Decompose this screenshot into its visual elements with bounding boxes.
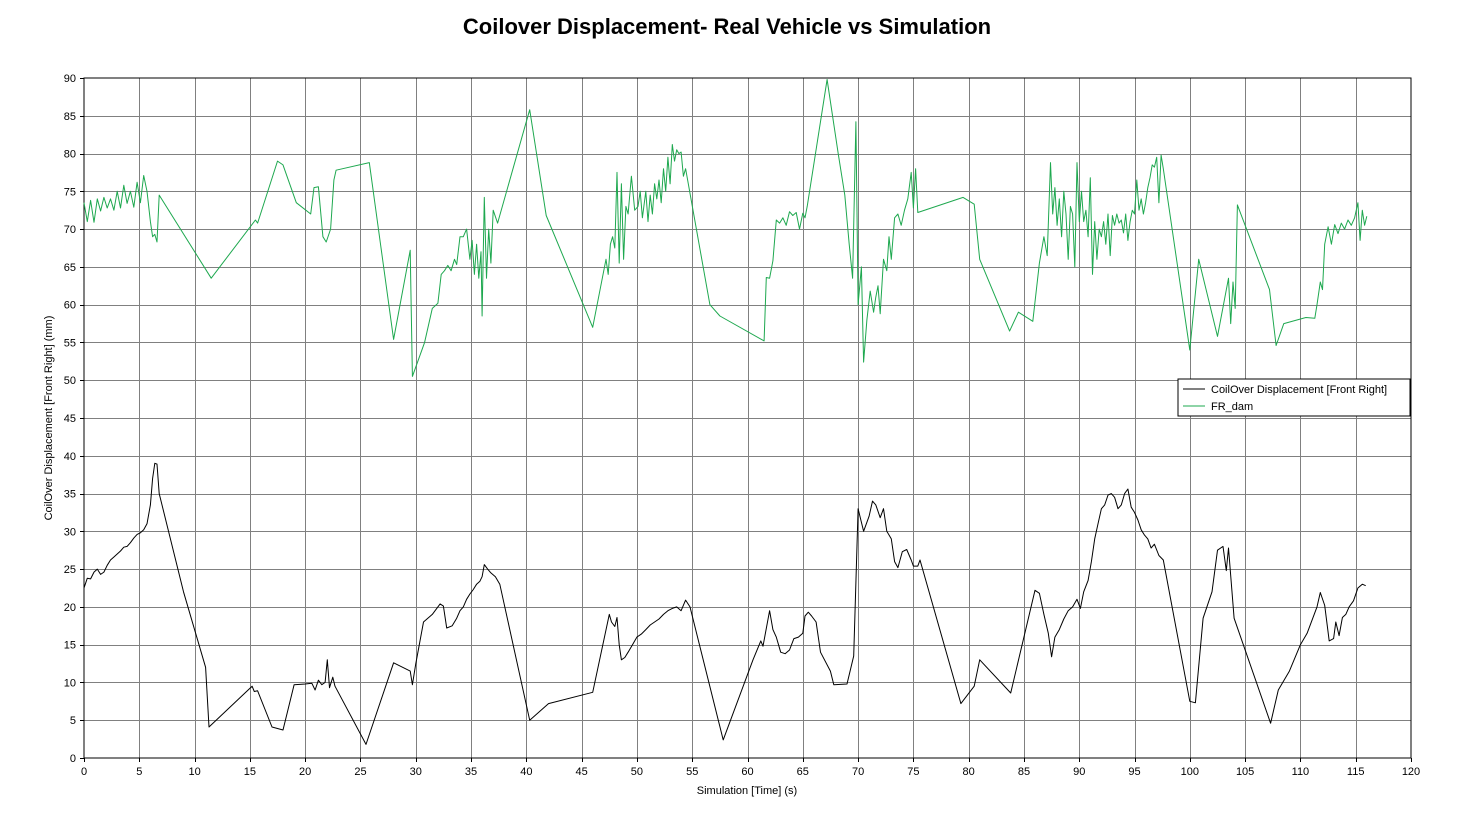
y-tick-label: 5 (70, 715, 76, 727)
series-lines (83, 79, 1368, 745)
x-tick-label: 70 (852, 766, 864, 778)
x-tick-label: 95 (1128, 766, 1140, 778)
x-tick-label: 35 (465, 766, 477, 778)
legend: CoilOver Displacement [Front Right] FR_d… (1177, 378, 1411, 417)
y-tick-label: 40 (64, 451, 76, 463)
legend-box (1177, 378, 1411, 417)
y-tick-label: 90 (64, 73, 76, 85)
y-tick-label: 50 (64, 375, 76, 387)
y-tick-label: 20 (64, 602, 76, 614)
x-axis-label: Simulation [Time] (s) (697, 785, 797, 797)
x-tick-label: 75 (907, 766, 919, 778)
x-tick-label: 25 (354, 766, 366, 778)
chart-title: Coilover Displacement- Real Vehicle vs S… (463, 14, 991, 39)
x-tick-label: 45 (576, 766, 588, 778)
x-tick-label: 10 (188, 766, 200, 778)
x-tick-label: 30 (410, 766, 422, 778)
y-tick-label: 60 (64, 300, 76, 312)
x-axis-ticks: 0 5 10 15 20 25 30 35 40 45 50 55 60 65 70 75 80 85 90 95 10… (81, 758, 1420, 778)
x-tick-label: 110 (1292, 766, 1310, 778)
series-line-coilover (83, 462, 1366, 745)
x-tick-label: 15 (244, 766, 256, 778)
x-tick-label: 120 (1402, 766, 1420, 778)
x-tick-label: 100 (1181, 766, 1199, 778)
grid (84, 78, 1411, 758)
x-tick-label: 85 (1018, 766, 1030, 778)
y-tick-label: 55 (64, 337, 76, 349)
x-tick-label: 40 (520, 766, 532, 778)
x-tick-label: 50 (631, 766, 643, 778)
y-tick-label: 75 (64, 186, 76, 198)
series-line-fr-dam (83, 79, 1368, 377)
x-tick-label: 105 (1236, 766, 1254, 778)
y-tick-label: 70 (64, 224, 76, 236)
x-tick-label: 60 (741, 766, 753, 778)
x-tick-label: 20 (299, 766, 311, 778)
y-axis-ticks: 0 5 10 15 20 25 30 35 40 45 50 55 60 65 70 75 80 85 90 (64, 73, 84, 765)
y-tick-label: 15 (64, 640, 76, 652)
y-tick-label: 0 (70, 753, 76, 765)
y-tick-label: 45 (64, 413, 76, 425)
y-tick-label: 10 (64, 677, 76, 689)
legend-label-fr-dam: FR_dam (1211, 401, 1253, 413)
y-tick-label: 35 (64, 489, 76, 501)
x-tick-label: 65 (797, 766, 809, 778)
y-tick-label: 65 (64, 262, 76, 274)
y-tick-label: 25 (64, 564, 76, 576)
y-axis-label: CoilOver Displacement [Front Right] (mm) (43, 316, 55, 521)
x-tick-label: 55 (686, 766, 698, 778)
y-tick-label: 85 (64, 111, 76, 123)
x-tick-label: 5 (136, 766, 142, 778)
x-tick-label: 80 (963, 766, 975, 778)
y-tick-label: 80 (64, 149, 76, 161)
y-tick-label: 30 (64, 526, 76, 538)
x-tick-label: 0 (81, 766, 87, 778)
x-tick-label: 90 (1073, 766, 1085, 778)
x-tick-label: 115 (1347, 766, 1365, 778)
legend-label-coilover: CoilOver Displacement [Front Right] (1211, 384, 1387, 396)
